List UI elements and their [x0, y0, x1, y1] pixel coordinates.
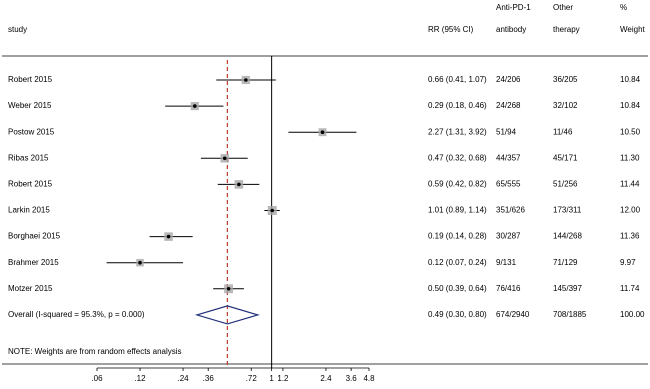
point — [320, 130, 325, 134]
x-tick-label: 2.4 — [320, 374, 332, 383]
x-tick-label: 1.2 — [277, 374, 289, 383]
anti-value: 65/555 — [496, 180, 521, 189]
anti-value: 351/626 — [496, 206, 525, 215]
study-label: Robert 2015 — [8, 75, 53, 84]
study-label: Postow 2015 — [8, 127, 55, 136]
ci-label: 0.47 (0.32, 0.68) — [428, 153, 487, 162]
overall-other: 708/1885 — [553, 310, 587, 319]
other-value: 36/205 — [553, 75, 578, 84]
other-value: 51/256 — [553, 180, 578, 189]
study-label: Ribas 2015 — [8, 153, 49, 162]
ci-label: 1.01 (0.89, 1.14) — [428, 206, 487, 215]
ci-label: 0.66 (0.41, 1.07) — [428, 75, 487, 84]
point — [226, 287, 231, 291]
weight-value: 11.36 — [620, 232, 640, 241]
x-tick-label: .24 — [177, 374, 189, 383]
other-value: 45/171 — [553, 153, 578, 162]
x-tick-label: 4.8 — [363, 374, 375, 383]
other-value: 173/311 — [553, 206, 582, 215]
other-value: 11/46 — [553, 127, 573, 136]
anti-value: 30/287 — [496, 232, 521, 241]
point — [222, 156, 227, 161]
anti-value: 76/416 — [496, 284, 521, 293]
study-header: study — [8, 25, 27, 34]
weight-value: 11.30 — [620, 153, 640, 162]
other-value: 145/397 — [553, 284, 582, 293]
ci-label: 2.27 (1.31, 3.92) — [428, 127, 487, 136]
study-label: Larkin 2015 — [8, 206, 50, 215]
x-tick-label: .36 — [203, 374, 215, 383]
study-label: Robert 2015 — [8, 180, 53, 189]
weight-value: 10.50 — [620, 127, 641, 136]
ci-label: 0.29 (0.18, 0.46) — [428, 101, 487, 110]
point — [244, 78, 248, 82]
anti-value: 51/94 — [496, 127, 517, 136]
overall-label: Overall (I-squared = 95.3%, p = 0.000) — [8, 310, 145, 319]
ci-label: 0.50 (0.39, 0.64) — [428, 284, 487, 293]
other-header: therapy — [553, 25, 580, 34]
weight-value: 10.84 — [620, 75, 641, 84]
overall-weight: 100.00 — [620, 310, 645, 319]
study-label: Brahmer 2015 — [8, 258, 59, 267]
other-value: 71/129 — [553, 258, 578, 267]
x-tick-label: 3.6 — [346, 374, 358, 383]
point — [192, 104, 197, 108]
weight-value: 11.44 — [620, 180, 640, 189]
x-tick-label: .12 — [134, 374, 146, 383]
x-tick-label: .06 — [91, 374, 103, 383]
anti-value: 24/206 — [496, 75, 521, 84]
ci-label: 0.19 (0.14, 0.28) — [428, 232, 487, 241]
anti-header: antibody — [496, 25, 526, 34]
point — [270, 208, 275, 213]
study-label: Weber 2015 — [8, 101, 52, 110]
other-value: 144/268 — [553, 232, 582, 241]
ci-header: RR (95% CI) — [428, 25, 474, 34]
anti-value: 24/268 — [496, 101, 521, 110]
ci-label: 0.59 (0.42, 0.82) — [428, 180, 487, 189]
anti-value: 44/357 — [496, 153, 521, 162]
weight-value: 10.84 — [620, 101, 641, 110]
other-header: Other — [553, 3, 573, 12]
weight-header: Weight — [620, 25, 646, 34]
ci-label: 0.12 (0.07, 0.24) — [428, 258, 487, 267]
anti-header: Anti-PD-1 — [496, 3, 531, 12]
anti-value: 9/131 — [496, 258, 517, 267]
overall-diamond — [194, 305, 260, 325]
point — [166, 234, 171, 239]
overall-ci: 0.49 (0.30, 0.80) — [428, 310, 487, 319]
x-tick-label: 1 — [269, 374, 274, 383]
study-label: Borghaei 2015 — [8, 232, 61, 241]
note: NOTE: Weights are from random effects an… — [8, 347, 182, 356]
point — [138, 260, 142, 265]
weight-value: 9.97 — [620, 258, 636, 267]
weight-header: % — [620, 3, 627, 12]
other-value: 32/102 — [553, 101, 578, 110]
study-label: Motzer 2015 — [8, 284, 53, 293]
point — [237, 182, 241, 187]
weight-value: 11.74 — [620, 284, 640, 293]
overall-anti: 674/2940 — [496, 310, 530, 319]
x-tick-label: .72 — [246, 374, 258, 383]
weight-value: 12.00 — [620, 206, 641, 215]
